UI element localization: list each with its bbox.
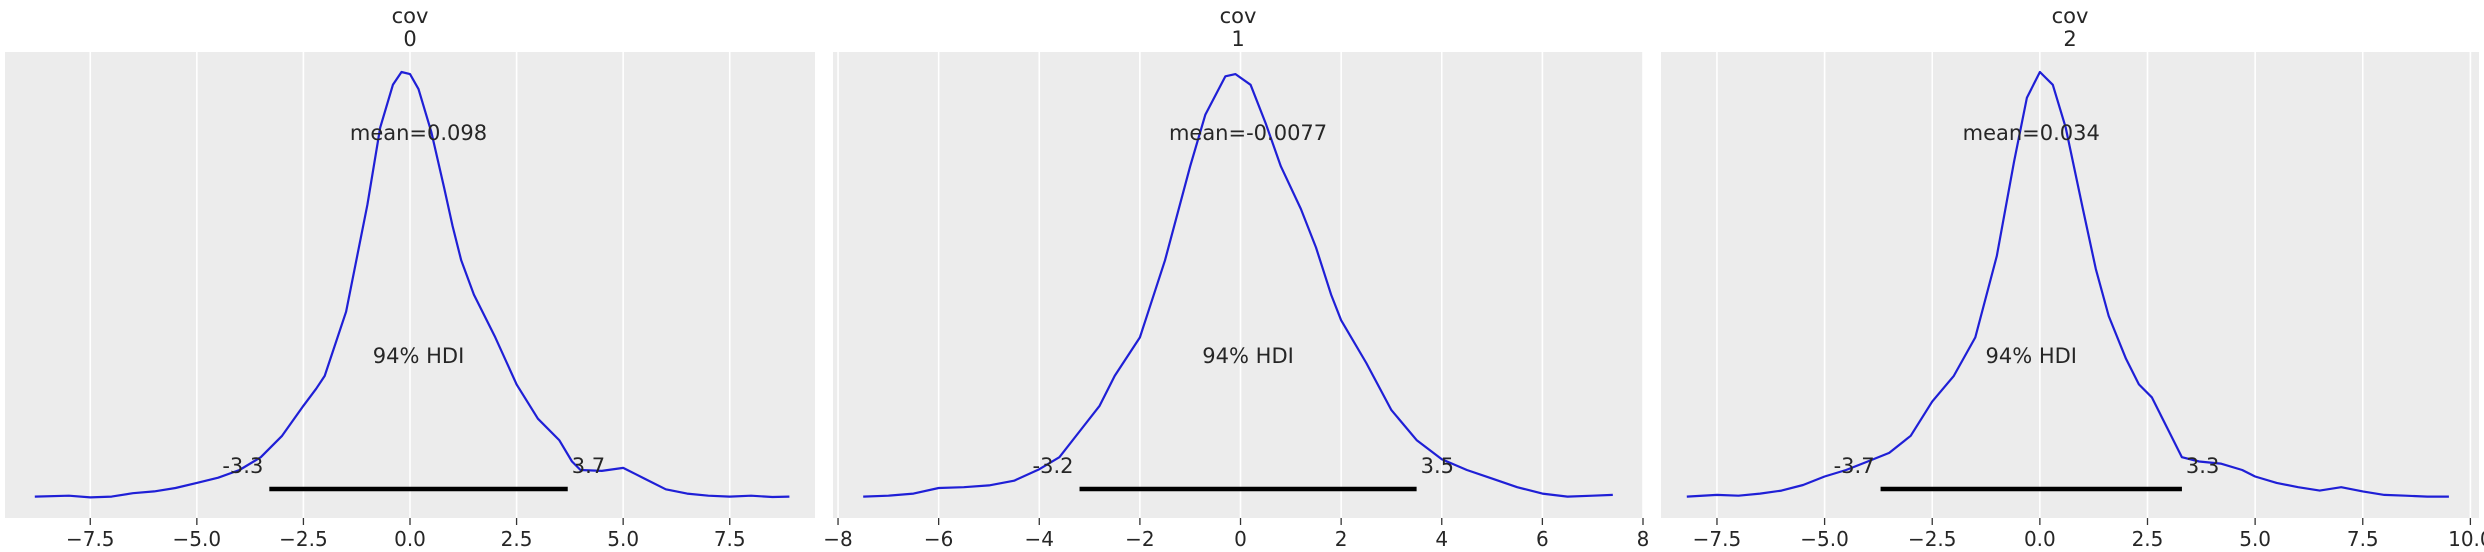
x-tick-label: 6 bbox=[1536, 527, 1549, 551]
panel-title-line: 1 bbox=[1231, 27, 1244, 51]
mean-label: mean=0.034 bbox=[1963, 121, 2100, 145]
plot-background bbox=[833, 52, 1643, 518]
hdi-label: 94% HDI bbox=[1985, 344, 2077, 368]
panel-title-line: 0 bbox=[403, 27, 416, 51]
x-tick-label: −7.5 bbox=[1693, 527, 1742, 551]
x-tick-label: −7.5 bbox=[66, 527, 115, 551]
plot-background bbox=[1661, 52, 2479, 518]
hdi-label: 94% HDI bbox=[373, 344, 465, 368]
mean-label: mean=0.098 bbox=[350, 121, 487, 145]
hdi-label: 94% HDI bbox=[1202, 344, 1294, 368]
density-curve bbox=[1686, 70, 2449, 498]
density-curve bbox=[863, 73, 1613, 498]
x-tick-label: 0 bbox=[1234, 527, 1247, 551]
x-tick-label: 10.0 bbox=[2448, 527, 2484, 551]
x-tick-label: 0.0 bbox=[394, 527, 426, 551]
x-tick-label: −5.0 bbox=[1800, 527, 1849, 551]
x-tick-label: 5.0 bbox=[2239, 527, 2271, 551]
x-tick-label: 7.5 bbox=[714, 527, 746, 551]
x-tick-label: 4 bbox=[1435, 527, 1448, 551]
x-tick-label: 2 bbox=[1335, 527, 1348, 551]
x-tick-label: 0.0 bbox=[2024, 527, 2056, 551]
x-tick-label: 2.5 bbox=[501, 527, 533, 551]
hdi-high-label: 3.3 bbox=[2186, 454, 2219, 478]
x-tick-label: 5.0 bbox=[607, 527, 639, 551]
density-curve bbox=[34, 70, 790, 499]
x-tick-label: −2.5 bbox=[279, 527, 328, 551]
panel-title-line: cov bbox=[392, 4, 429, 28]
x-tick-label: −5.0 bbox=[173, 527, 222, 551]
x-tick-label: −6 bbox=[924, 527, 953, 551]
panel-title-line: cov bbox=[2052, 4, 2089, 28]
x-tick-label: −2 bbox=[1125, 527, 1154, 551]
hdi-low-label: -3.7 bbox=[1834, 454, 1875, 478]
panel-title-line: cov bbox=[1220, 4, 1257, 28]
x-tick-label: −2.5 bbox=[1908, 527, 1957, 551]
hdi-high-label: 3.5 bbox=[1421, 454, 1454, 478]
hdi-low-label: -3.2 bbox=[1033, 454, 1074, 478]
x-tick-label: −8 bbox=[823, 527, 852, 551]
x-tick-label: 8 bbox=[1637, 527, 1650, 551]
hdi-low-label: -3.3 bbox=[222, 454, 263, 478]
panel-title-line: 2 bbox=[2063, 27, 2076, 51]
x-tick-label: 7.5 bbox=[2347, 527, 2379, 551]
mean-label: mean=-0.0077 bbox=[1169, 121, 1327, 145]
x-tick-label: −4 bbox=[1025, 527, 1054, 551]
hdi-high-label: 3.7 bbox=[572, 454, 605, 478]
x-tick-label: 2.5 bbox=[2132, 527, 2164, 551]
